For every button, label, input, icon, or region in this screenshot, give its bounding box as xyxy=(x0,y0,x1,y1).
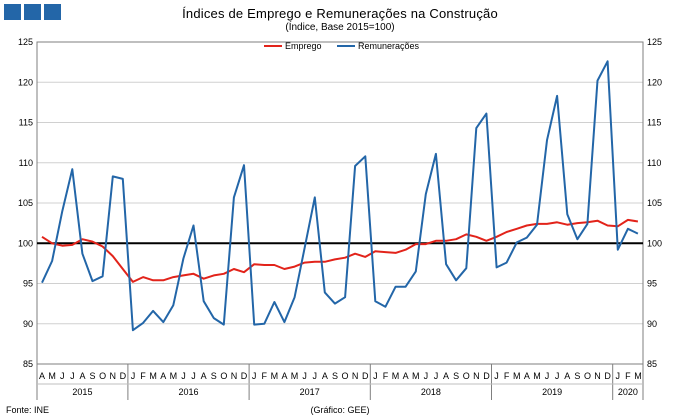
chart-subtitle: (Índice, Base 2015=100) xyxy=(285,22,395,33)
legend-label: Emprego xyxy=(285,41,322,51)
x-tick-label: M xyxy=(392,371,400,381)
x-tick-label: A xyxy=(79,371,85,381)
x-tick-label: J xyxy=(313,371,318,381)
credit-note: (Gráfico: GEE) xyxy=(310,405,370,415)
x-tick-label: A xyxy=(322,371,328,381)
y-tick-label-right: 125 xyxy=(647,37,662,47)
x-tick-label: F xyxy=(504,371,510,381)
source-note: Fonte: INE xyxy=(6,405,50,415)
legend-label: Remunerações xyxy=(358,41,420,51)
x-tick-label: J xyxy=(302,371,307,381)
x-tick-label: J xyxy=(434,371,439,381)
x-tick-label: J xyxy=(545,371,550,381)
y-tick-label-left: 110 xyxy=(19,158,33,168)
y-tick-label-right: 95 xyxy=(647,279,657,289)
y-tick-label-left: 115 xyxy=(19,118,33,128)
x-tick-label: D xyxy=(241,371,248,381)
x-tick-label: O xyxy=(584,371,591,381)
y-tick-label-right: 90 xyxy=(647,319,657,329)
x-tick-label: S xyxy=(211,371,217,381)
x-year-label: 2017 xyxy=(300,387,320,397)
x-tick-label: J xyxy=(424,371,429,381)
x-tick-label: A xyxy=(39,371,45,381)
x-tick-label: F xyxy=(625,371,631,381)
x-tick-label: O xyxy=(463,371,470,381)
y-tick-label-left: 105 xyxy=(18,198,33,208)
x-tick-label: J xyxy=(616,371,621,381)
x-tick-label: N xyxy=(594,371,601,381)
x-year-label: 2019 xyxy=(542,387,562,397)
y-tick-label-right: 115 xyxy=(647,118,661,128)
x-tick-label: M xyxy=(48,371,56,381)
x-tick-label: N xyxy=(231,371,238,381)
x-tick-label: O xyxy=(342,371,349,381)
series-line-emprego xyxy=(41,218,639,283)
x-tick-label: N xyxy=(473,371,480,381)
x-tick-label: A xyxy=(201,371,207,381)
x-year-label: 2018 xyxy=(421,387,441,397)
y-tick-label-left: 95 xyxy=(23,279,33,289)
x-tick-label: D xyxy=(604,371,611,381)
x-tick-label: O xyxy=(99,371,106,381)
y-tick-label-left: 85 xyxy=(23,359,33,369)
x-year-label: 2015 xyxy=(72,387,92,397)
x-tick-label: M xyxy=(291,371,299,381)
x-tick-label: J xyxy=(191,371,196,381)
x-tick-label: M xyxy=(412,371,420,381)
logo-square xyxy=(4,4,21,20)
x-tick-label: D xyxy=(483,371,490,381)
x-tick-label: M xyxy=(149,371,157,381)
x-tick-label: M xyxy=(513,371,521,381)
y-tick-label-left: 120 xyxy=(18,77,33,87)
x-tick-label: S xyxy=(90,371,96,381)
x-tick-label: A xyxy=(281,371,287,381)
x-tick-label: F xyxy=(140,371,146,381)
x-tick-label: J xyxy=(60,371,65,381)
x-tick-label: J xyxy=(181,371,186,381)
x-tick-label: M xyxy=(170,371,178,381)
x-tick-label: J xyxy=(494,371,499,381)
x-tick-label: M xyxy=(533,371,541,381)
series-line-remuneracoes xyxy=(41,60,639,332)
y-tick-label-left: 90 xyxy=(23,319,33,329)
x-tick-label: A xyxy=(160,371,166,381)
y-tick-label-right: 120 xyxy=(647,77,662,87)
y-tick-label-right: 85 xyxy=(647,359,657,369)
x-tick-label: A xyxy=(524,371,530,381)
chart-title: Índices de Emprego e Remunerações na Con… xyxy=(182,6,498,21)
x-tick-label: J xyxy=(70,371,75,381)
logo xyxy=(4,4,61,20)
logo-square xyxy=(44,4,61,20)
x-tick-label: J xyxy=(252,371,257,381)
x-tick-label: A xyxy=(403,371,409,381)
y-tick-label-right: 105 xyxy=(647,198,662,208)
y-tick-label-left: 125 xyxy=(18,37,33,47)
x-tick-label: A xyxy=(564,371,570,381)
x-year-label: 2020 xyxy=(618,387,638,397)
x-tick-label: J xyxy=(131,371,136,381)
y-tick-label-left: 100 xyxy=(18,238,33,248)
x-tick-label: N xyxy=(352,371,359,381)
plot-frame xyxy=(36,41,644,365)
x-tick-label: F xyxy=(383,371,389,381)
x-tick-label: M xyxy=(634,371,642,381)
x-tick-label: A xyxy=(443,371,449,381)
x-tick-label: J xyxy=(373,371,378,381)
y-tick-label-right: 100 xyxy=(647,238,662,248)
x-tick-label: O xyxy=(220,371,227,381)
x-tick-label: D xyxy=(120,371,127,381)
x-year-label: 2016 xyxy=(178,387,198,397)
x-tick-label: D xyxy=(362,371,369,381)
x-tick-label: F xyxy=(262,371,268,381)
x-tick-label: S xyxy=(574,371,580,381)
x-tick-label: S xyxy=(332,371,338,381)
x-tick-label: N xyxy=(110,371,117,381)
logo-square xyxy=(24,4,41,20)
y-tick-label-right: 110 xyxy=(647,158,661,168)
x-tick-label: M xyxy=(271,371,279,381)
x-tick-label: S xyxy=(453,371,459,381)
x-tick-label: J xyxy=(555,371,560,381)
